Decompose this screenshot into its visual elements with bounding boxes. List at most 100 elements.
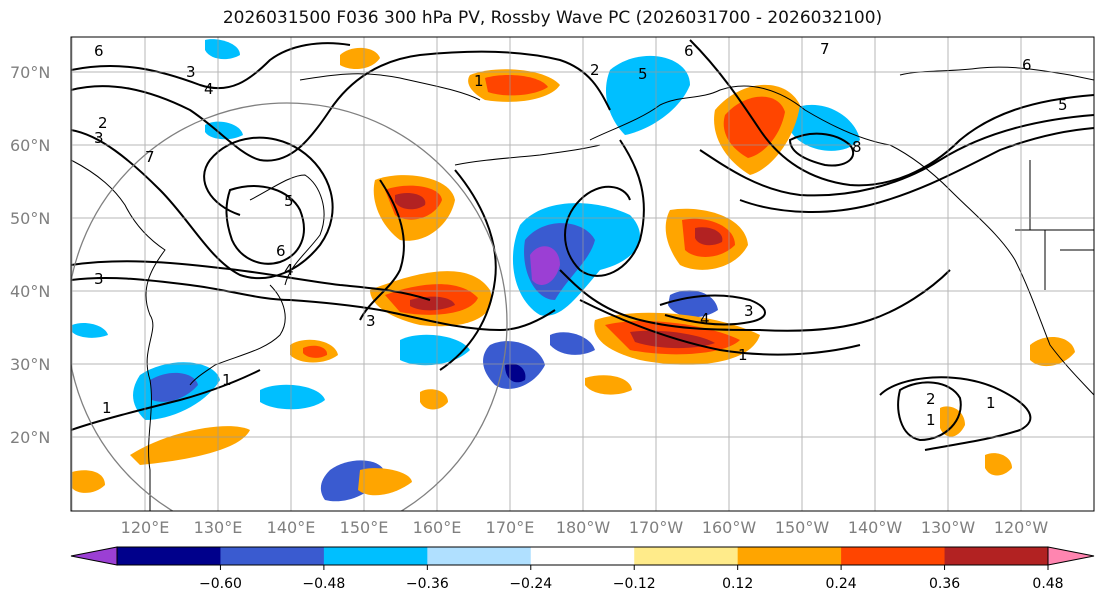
contour-label: 5	[284, 192, 294, 210]
contour-line	[71, 129, 334, 280]
colorbar-segment	[634, 547, 739, 565]
lon-label: 170°E	[486, 518, 535, 537]
graticule	[71, 37, 1094, 511]
shaded-anomalies	[72, 39, 1075, 502]
positive-anomaly-jet-max	[410, 296, 455, 311]
contour-line	[71, 276, 556, 332]
negative-anomaly-subtrop	[400, 334, 470, 366]
contour-label: 7	[820, 40, 830, 58]
negative-anomaly-small4	[205, 39, 240, 60]
pv-contours	[71, 39, 1094, 451]
colorbar-tick-label: 0.12	[722, 576, 753, 592]
contour-label: 2	[98, 114, 108, 132]
colorbar-tick-label: −0.60	[199, 576, 242, 592]
contour-line	[71, 369, 261, 431]
lon-label: 120°E	[121, 518, 170, 537]
contour-line	[788, 132, 855, 167]
positive-anomaly-small1-core	[303, 345, 328, 358]
positive-anomaly-north-core	[485, 75, 548, 96]
negative-anomaly-small6	[72, 323, 108, 338]
contour-line	[564, 139, 645, 277]
colorbar-segment	[220, 547, 325, 565]
colorbar-outline	[116, 546, 1049, 566]
lon-label: 160°W	[702, 518, 757, 537]
contour-line	[689, 39, 1094, 187]
colorbar-segment	[427, 547, 532, 565]
positive-anomaly-bering-max	[395, 193, 426, 210]
lon-label: 170°W	[629, 518, 684, 537]
contour-line	[225, 185, 305, 265]
contour-label: 5	[638, 65, 648, 83]
colorbar-tick-label: −0.48	[302, 576, 345, 592]
colorbar-segment	[323, 547, 428, 565]
contour-label: 2	[590, 61, 600, 79]
lat-label: 70°N	[10, 63, 50, 82]
contour-label: 3	[744, 302, 754, 320]
contour-label: 6	[1022, 56, 1032, 74]
negative-anomaly-small2	[668, 290, 718, 318]
colorbar-tick-label: 0.24	[826, 576, 857, 592]
contour-label: 4	[700, 310, 710, 328]
coastline-japan	[189, 284, 286, 386]
contour-label: 1	[986, 394, 996, 412]
colorbar-tick-label: −0.12	[613, 576, 656, 592]
positive-anomaly-small2	[585, 375, 632, 395]
coastline-kamchatka	[249, 174, 325, 286]
longitude-labels: 120°E 130°E 140°E 150°E 160°E 170°E 180°…	[121, 518, 1049, 537]
contour-label: 1	[926, 411, 936, 429]
contour-label: 4	[284, 261, 294, 279]
negative-anomaly-small5	[205, 121, 243, 140]
contour-line	[739, 127, 1094, 213]
contour-label: 1	[474, 72, 484, 90]
colorbar-tick-label: −0.24	[509, 576, 552, 592]
negative-anomaly-pacific-min	[530, 246, 560, 285]
contour-label: 3	[186, 63, 196, 81]
colorbar-tick-label: 0.36	[929, 576, 960, 592]
colorbar-tick-label: 0.48	[1032, 576, 1063, 592]
positive-anomaly-small4	[72, 470, 105, 493]
contour-line	[359, 179, 405, 321]
positive-anomaly-gulf-max	[695, 227, 723, 246]
lat-label: 20°N	[10, 428, 50, 447]
lon-label: 150°E	[340, 518, 389, 537]
lon-label: 160°E	[413, 518, 462, 537]
lat-label: 50°N	[10, 209, 50, 228]
contour-label: 6	[94, 42, 104, 60]
contour-line	[579, 299, 861, 356]
contour-line	[71, 42, 351, 90]
colorbar-segment	[530, 547, 635, 565]
coastline-na-border	[1015, 160, 1094, 290]
contour-line	[439, 169, 497, 371]
coastline-aleutians	[454, 144, 601, 166]
lat-label: 60°N	[10, 136, 50, 155]
lon-label: 150°W	[775, 518, 830, 537]
contour-label: 3	[94, 270, 104, 288]
contour-label: 7	[145, 148, 155, 166]
contour-label: 1	[102, 399, 112, 417]
contour-line	[559, 269, 951, 332]
lon-label: 140°E	[267, 518, 316, 537]
contour-label: 3	[366, 312, 376, 330]
map-frame	[70, 36, 1095, 512]
negative-anomaly-japan-core	[150, 372, 198, 402]
positive-anomaly-sw	[130, 426, 250, 465]
positive-anomaly-small7	[985, 453, 1012, 476]
positive-anomaly-small3	[420, 389, 448, 410]
negative-anomaly-alaska	[605, 55, 690, 136]
colorbar-min-extend	[70, 546, 118, 566]
colorbar-segment	[117, 547, 221, 565]
lon-label: 130°E	[194, 518, 243, 537]
contour-label: 3	[94, 129, 104, 147]
coastline-north	[299, 73, 481, 101]
positive-anomaly-small8	[1030, 336, 1075, 367]
contour-label: 4	[204, 80, 214, 98]
contour-line	[699, 114, 1094, 197]
contour-labels: 6 3 4 2 3 7 5 6 4 3 1 1 6 2 5 7 8 5 6 1 …	[94, 40, 1068, 429]
colorbar-segment	[841, 547, 946, 565]
colorbar-tick-label: −0.36	[406, 576, 449, 592]
negative-anomaly-small3	[550, 332, 595, 355]
reference-circle	[71, 102, 508, 511]
contour-line	[71, 50, 611, 162]
contour-line	[897, 381, 962, 442]
